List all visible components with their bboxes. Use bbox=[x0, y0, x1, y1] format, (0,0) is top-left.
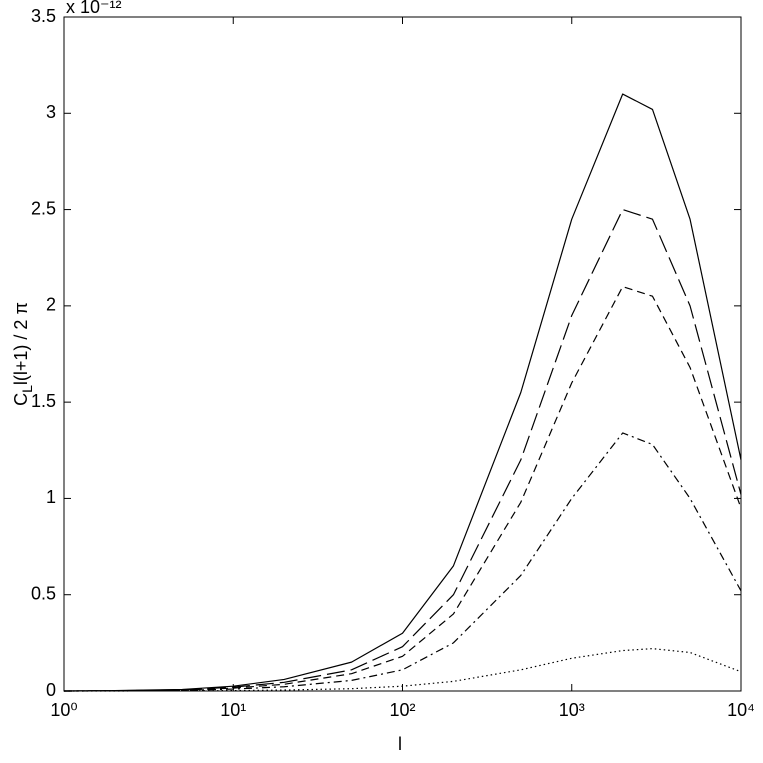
y-label-subscript: L bbox=[19, 385, 35, 393]
y-exponent: x 10⁻¹² bbox=[66, 0, 122, 17]
x-axis-label: l bbox=[398, 734, 402, 754]
y-label-text: l(l+1) / 2 π bbox=[11, 302, 31, 385]
y-tick-label: 0 bbox=[46, 680, 56, 700]
series-line bbox=[63, 208, 742, 692]
series-line bbox=[63, 286, 742, 692]
series-line bbox=[63, 432, 742, 692]
y-tick-label: 2 bbox=[46, 295, 56, 315]
y-label-symbol: C bbox=[11, 393, 31, 406]
y-tick-label: 1 bbox=[46, 487, 56, 507]
y-tick-label: 0.5 bbox=[31, 583, 56, 603]
x-tick-label: 10² bbox=[389, 700, 415, 720]
x-tick-label: 10¹ bbox=[220, 700, 246, 720]
y-tick-label: 3 bbox=[46, 102, 56, 122]
y-axis-label: CLl(l+1) / 2 π bbox=[11, 302, 35, 406]
y-tick-label: 1.5 bbox=[31, 391, 56, 411]
plot-frame bbox=[63, 16, 742, 692]
x-tick-label: 10⁴ bbox=[727, 700, 755, 720]
series-line bbox=[64, 648, 742, 692]
y-tick-label: 2.5 bbox=[31, 198, 56, 218]
y-tick-label: 3.5 bbox=[31, 6, 56, 26]
x-tick-label: 10⁰ bbox=[50, 700, 77, 720]
series-line bbox=[63, 93, 742, 692]
x-tick-label: 10³ bbox=[559, 700, 585, 720]
